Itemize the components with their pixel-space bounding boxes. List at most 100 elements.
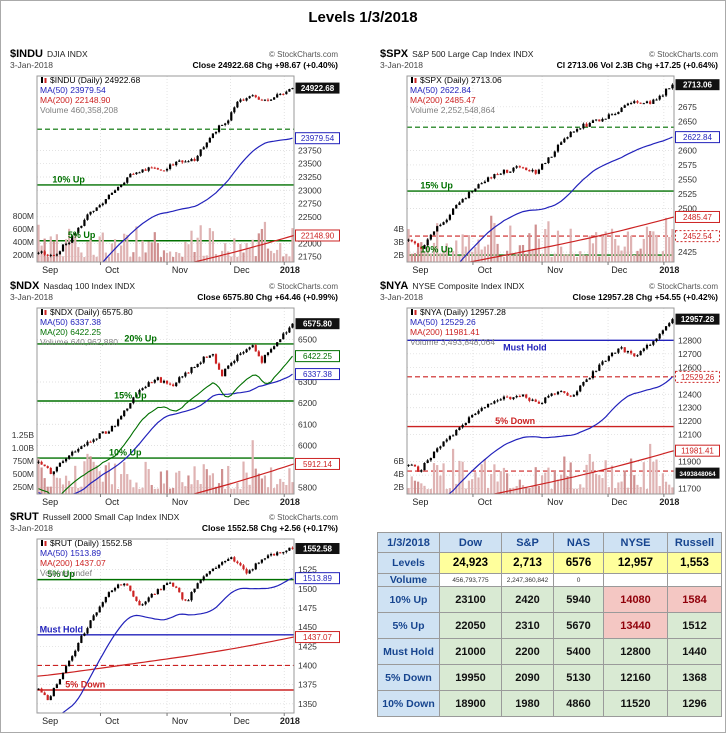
table-cell	[667, 573, 722, 587]
table-index-header: Russell	[667, 532, 722, 553]
chart-quote: Close 6575.80 Chg +64.46 (+0.99%)	[197, 292, 338, 302]
svg-text:2675: 2675	[678, 102, 697, 112]
table-row-label: Volume	[377, 573, 440, 587]
chart-header: $RUT Russell 2000 Small Cap Index INDX ©…	[7, 510, 341, 523]
svg-text:Dec: Dec	[234, 716, 251, 726]
axis-value-boxes: 24922.68 23979.54 22148.90	[295, 82, 340, 242]
grid-layer	[407, 308, 674, 494]
grid-layer	[407, 76, 674, 262]
plot-border	[406, 75, 675, 263]
svg-text:6200: 6200	[298, 398, 317, 408]
table-cell: 6576	[553, 552, 604, 574]
svg-text:6000: 6000	[298, 440, 317, 450]
svg-text:400M: 400M	[13, 237, 34, 247]
table-cell: 12160	[603, 664, 668, 691]
chart-panel-ndx: $NDX Nasdaq 100 Index INDX © StockCharts…	[7, 279, 341, 509]
table-cell: 1296	[667, 690, 722, 717]
copyright-label: © StockCharts.com	[268, 50, 338, 59]
price-chart: 23750 23500 23250 23000 22750 22500 22000 21750…	[13, 75, 340, 275]
annotations-layer: 10% Up 5% Up	[52, 174, 95, 240]
chart-quote-row: 3-Jan-2018 Close 24922.68 Chg +98.67 (+0…	[7, 60, 341, 72]
svg-text:12200: 12200	[678, 416, 702, 426]
svg-text:1513.89: 1513.89	[303, 574, 332, 583]
svg-text:24922.68: 24922.68	[301, 84, 335, 93]
y-axis-labels: 1525 1500 1475 1450 1425 1400 1375 1350	[298, 565, 317, 709]
svg-text:Sep: Sep	[42, 497, 58, 507]
svg-text:23250: 23250	[298, 172, 322, 182]
svg-text:Sep: Sep	[412, 497, 428, 507]
price-chart: 2675 2650 2600 2575 2550 2525 2500 2425 4B 3B 2B 27…	[394, 75, 720, 275]
svg-text:2B: 2B	[394, 482, 405, 492]
table-index-header: Dow	[439, 532, 502, 553]
chart-symbol: $RUT	[10, 511, 39, 523]
table-cell: 24,923	[439, 552, 502, 574]
x-axis-labels: Sep Oct Nov Dec 2018	[42, 713, 300, 726]
svg-text:Oct: Oct	[478, 497, 493, 507]
table-cell: 5130	[553, 664, 604, 691]
chart-name: NYSE Composite Index INDX	[412, 281, 525, 291]
annotations-layer: 20% Up 15% Up 10% Up	[109, 333, 157, 457]
svg-text:2600: 2600	[678, 145, 697, 155]
chart-quote: Cl 2713.06 Vol 2.3B Chg +17.25 (+0.64%)	[556, 60, 718, 70]
svg-text:1475: 1475	[298, 603, 317, 613]
svg-text:20% Up: 20% Up	[124, 333, 157, 343]
volume-bars	[37, 221, 294, 262]
copyright-label: © StockCharts.com	[268, 282, 338, 291]
svg-text:23750: 23750	[298, 145, 322, 155]
table-row-label: Must Hold	[377, 638, 440, 665]
chart-date: 3-Jan-2018	[10, 523, 54, 533]
table-index-header: NYSE	[603, 532, 668, 553]
svg-text:6337.38: 6337.38	[303, 370, 332, 379]
svg-text:23500: 23500	[298, 159, 322, 169]
ma50-line	[447, 376, 673, 494]
page-title: Levels 1/3/2018	[308, 9, 418, 26]
svg-text:Oct: Oct	[105, 497, 120, 507]
svg-text:11700: 11700	[678, 484, 701, 494]
volume-axis-labels: 6B 4B 2B	[394, 456, 405, 492]
svg-text:10% Up: 10% Up	[109, 448, 142, 458]
ma50-line	[102, 137, 293, 262]
volume-bars	[37, 440, 294, 494]
table-cell: 18900	[439, 690, 502, 717]
svg-text:Oct: Oct	[105, 716, 120, 726]
svg-text:11900: 11900	[678, 457, 701, 467]
chart-date: 3-Jan-2018	[10, 60, 54, 70]
table-row-label: 5% Down	[377, 664, 440, 691]
svg-text:6422.25: 6422.25	[303, 352, 332, 361]
svg-text:2485.47: 2485.47	[683, 213, 712, 222]
chart-quote-row: 3-Jan-2018 Cl 2713.06 Vol 2.3B Chg +17.2…	[377, 60, 721, 72]
chart-quote-row: 3-Jan-2018 Close 12957.28 Chg +54.55 (+0…	[377, 292, 721, 304]
copyright-label: © StockCharts.com	[648, 282, 718, 291]
svg-text:12800: 12800	[678, 335, 702, 345]
svg-text:2018: 2018	[659, 497, 679, 507]
chart-header: $INDU DJIA INDX © StockCharts.com	[7, 47, 341, 60]
table-cell	[603, 573, 668, 587]
svg-text:12400: 12400	[678, 389, 702, 399]
x-axis-labels: Sep Oct Nov Dec 2018	[42, 494, 300, 507]
table-cell: 2420	[501, 586, 554, 613]
svg-text:Dec: Dec	[611, 265, 628, 275]
y-axis-labels: 23750 23500 23250 23000 22750 22500 22000 21750	[298, 145, 322, 261]
ma200-line	[191, 463, 294, 494]
table-cell: 5400	[553, 638, 604, 665]
svg-text:Sep: Sep	[42, 265, 58, 275]
chart-header: $SPX S&P 500 Large Cap Index INDX © Stoc…	[377, 47, 721, 60]
ma20-line	[38, 355, 293, 494]
svg-text:250M: 250M	[13, 482, 34, 492]
ma200-line	[37, 636, 294, 677]
svg-text:22000: 22000	[298, 238, 322, 248]
svg-text:2018: 2018	[280, 265, 300, 275]
table-cell: 2,713	[501, 552, 554, 574]
svg-text:Nov: Nov	[547, 265, 564, 275]
ma-lines	[447, 376, 674, 494]
plot-border	[36, 75, 295, 263]
levels-layer	[37, 578, 294, 691]
levels-layer	[37, 343, 294, 459]
svg-text:10% Up: 10% Up	[52, 174, 85, 184]
levels-layer	[407, 339, 674, 472]
svg-text:Nov: Nov	[172, 265, 189, 275]
svg-text:2525: 2525	[678, 189, 697, 199]
svg-text:Nov: Nov	[547, 497, 564, 507]
copyright-label: © StockCharts.com	[648, 50, 718, 59]
plot-border	[36, 538, 295, 714]
